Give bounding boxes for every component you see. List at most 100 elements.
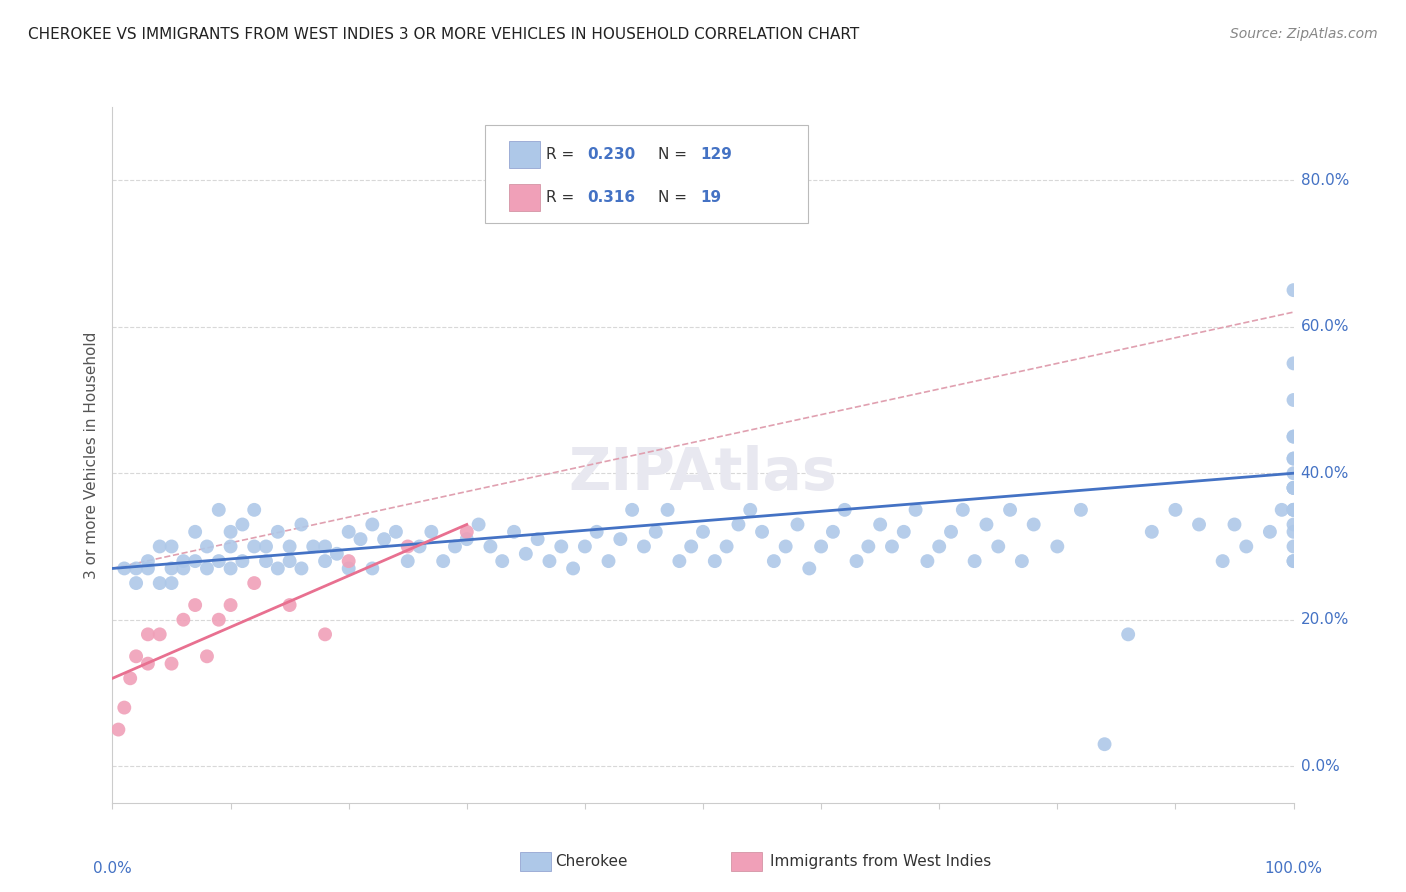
Point xyxy=(585,524,607,539)
Point xyxy=(195,540,218,554)
Point xyxy=(172,561,194,575)
Point xyxy=(195,649,218,664)
Point xyxy=(302,540,325,554)
Point xyxy=(349,532,371,546)
Text: R =: R = xyxy=(546,190,574,204)
Point xyxy=(112,700,135,714)
Point xyxy=(1282,467,1305,481)
Point xyxy=(136,657,159,671)
Point xyxy=(904,503,927,517)
Point xyxy=(810,540,832,554)
Point xyxy=(467,517,489,532)
Point xyxy=(160,576,183,591)
Point xyxy=(1282,554,1305,568)
Point xyxy=(1282,503,1305,517)
Point xyxy=(633,540,655,554)
Point xyxy=(337,561,360,575)
Point xyxy=(609,532,631,546)
Point xyxy=(456,532,478,546)
Point xyxy=(337,524,360,539)
Point xyxy=(120,671,142,685)
Point xyxy=(243,576,266,591)
Point xyxy=(834,503,856,517)
Point xyxy=(998,503,1021,517)
Point xyxy=(1234,540,1257,554)
Point xyxy=(598,554,620,568)
Point xyxy=(1282,429,1305,443)
Y-axis label: 3 or more Vehicles in Household: 3 or more Vehicles in Household xyxy=(84,331,100,579)
Point xyxy=(893,524,915,539)
Point xyxy=(657,503,679,517)
Point xyxy=(644,524,666,539)
Point xyxy=(727,517,749,532)
Text: R =: R = xyxy=(546,147,574,161)
Text: 19: 19 xyxy=(700,190,721,204)
Point xyxy=(928,540,950,554)
Point xyxy=(740,503,762,517)
Point xyxy=(136,561,159,575)
Point xyxy=(668,554,690,568)
Point xyxy=(314,554,336,568)
Point xyxy=(290,561,312,575)
Point xyxy=(786,517,808,532)
Point xyxy=(361,561,384,575)
Point xyxy=(219,540,242,554)
Text: 60.0%: 60.0% xyxy=(1301,319,1348,334)
Point xyxy=(208,613,231,627)
Text: 0.0%: 0.0% xyxy=(1301,759,1340,773)
Point xyxy=(172,613,194,627)
Point xyxy=(208,503,231,517)
Point xyxy=(1282,503,1305,517)
Point xyxy=(515,547,537,561)
Point xyxy=(396,554,419,568)
Point xyxy=(880,540,903,554)
Point xyxy=(939,524,962,539)
Point xyxy=(1223,517,1246,532)
Point xyxy=(456,524,478,539)
Point xyxy=(503,524,526,539)
Point xyxy=(243,540,266,554)
Point xyxy=(125,561,148,575)
Point xyxy=(136,554,159,568)
Point xyxy=(1282,481,1305,495)
Point xyxy=(278,598,301,612)
Point xyxy=(444,540,467,554)
Point xyxy=(821,524,844,539)
Point xyxy=(1282,554,1305,568)
Point xyxy=(1282,481,1305,495)
Point xyxy=(1046,540,1069,554)
Point xyxy=(1011,554,1033,568)
Point xyxy=(219,598,242,612)
Point xyxy=(479,540,502,554)
Point xyxy=(1282,429,1305,443)
Point xyxy=(1282,481,1305,495)
Text: 20.0%: 20.0% xyxy=(1301,612,1348,627)
Point xyxy=(278,540,301,554)
Point xyxy=(219,561,242,575)
Point xyxy=(149,540,172,554)
Point xyxy=(243,503,266,517)
Point xyxy=(917,554,939,568)
Point xyxy=(1282,451,1305,466)
Point xyxy=(1271,503,1294,517)
Point xyxy=(775,540,797,554)
Point xyxy=(278,554,301,568)
Point xyxy=(976,517,998,532)
Point xyxy=(373,532,395,546)
Text: 0.230: 0.230 xyxy=(588,147,636,161)
Text: Source: ZipAtlas.com: Source: ZipAtlas.com xyxy=(1230,27,1378,41)
Point xyxy=(149,627,172,641)
Point xyxy=(1140,524,1163,539)
Text: N =: N = xyxy=(658,190,688,204)
Point xyxy=(1282,540,1305,554)
Point xyxy=(1282,524,1305,539)
Point xyxy=(314,627,336,641)
Point xyxy=(621,503,644,517)
Text: 100.0%: 100.0% xyxy=(1264,862,1323,877)
Text: Cherokee: Cherokee xyxy=(555,855,628,869)
Point xyxy=(574,540,596,554)
Point xyxy=(184,598,207,612)
Point xyxy=(1188,517,1211,532)
Point xyxy=(1070,503,1092,517)
Point xyxy=(1094,737,1116,751)
